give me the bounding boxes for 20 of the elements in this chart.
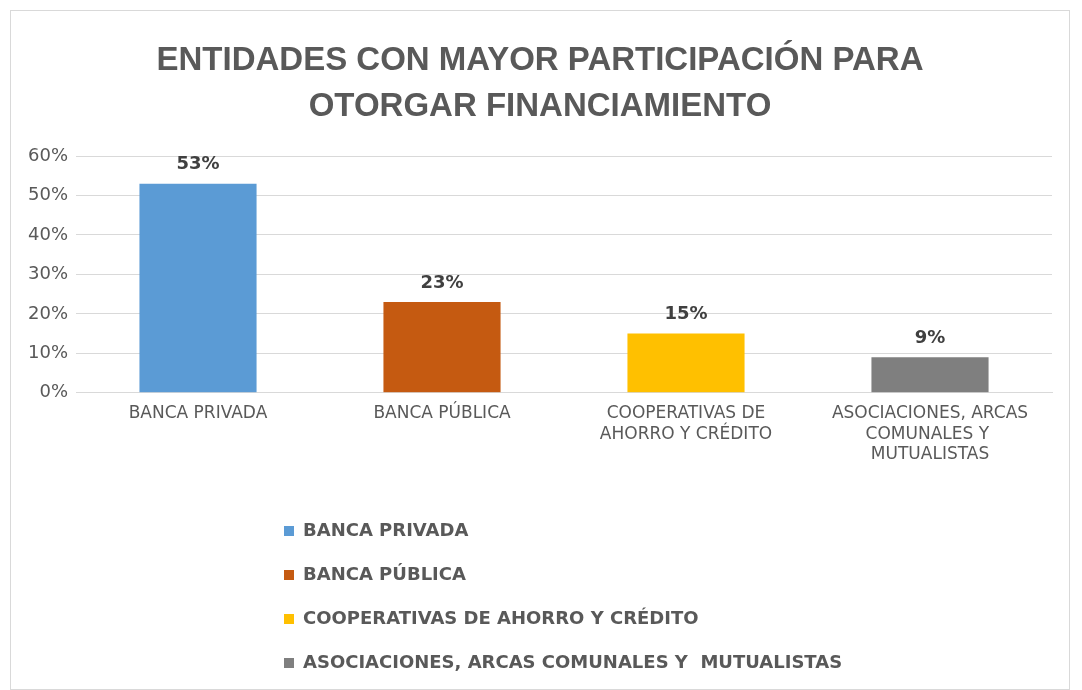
x-tick-label: ASOCIACIONES, ARCAS COMUNALES Y MUTUALISTAS (831, 402, 1029, 464)
data-label: 23% (420, 270, 464, 292)
y-tick-label: 40% (27, 222, 69, 244)
data-label: 53% (176, 152, 220, 174)
legend-label: BANCA PRIVADA (303, 518, 469, 540)
chart-title: ENTIDADES CON MAYOR PARTICIPACIÓN PARA OTORGAR FINANCIAMIENTO (155, 39, 925, 125)
y-tick-label: 20% (27, 301, 69, 323)
data-label: 15% (664, 302, 708, 324)
y-tick-label: 60% (27, 143, 69, 165)
y-tick-label: 0% (39, 380, 69, 402)
x-tick-label: COOPERATIVAS DE AHORRO Y CRÉDITO (599, 402, 773, 443)
x-tick-label: BANCA PÚBLICA (373, 401, 511, 423)
y-tick-label: 10% (27, 341, 69, 363)
legend-label: ASOCIACIONES, ARCAS COMUNALES Y MUTUALISTAS (303, 650, 843, 672)
y-tick-label: 50% (27, 183, 69, 205)
legend-label: COOPERATIVAS DE AHORRO Y CRÉDITO (303, 606, 699, 628)
y-tick-label: 30% (27, 262, 69, 284)
x-tick-label: BANCA PRIVADA (128, 402, 268, 423)
data-label: 9% (914, 325, 946, 347)
legend-label: BANCA PÚBLICA (303, 562, 467, 584)
